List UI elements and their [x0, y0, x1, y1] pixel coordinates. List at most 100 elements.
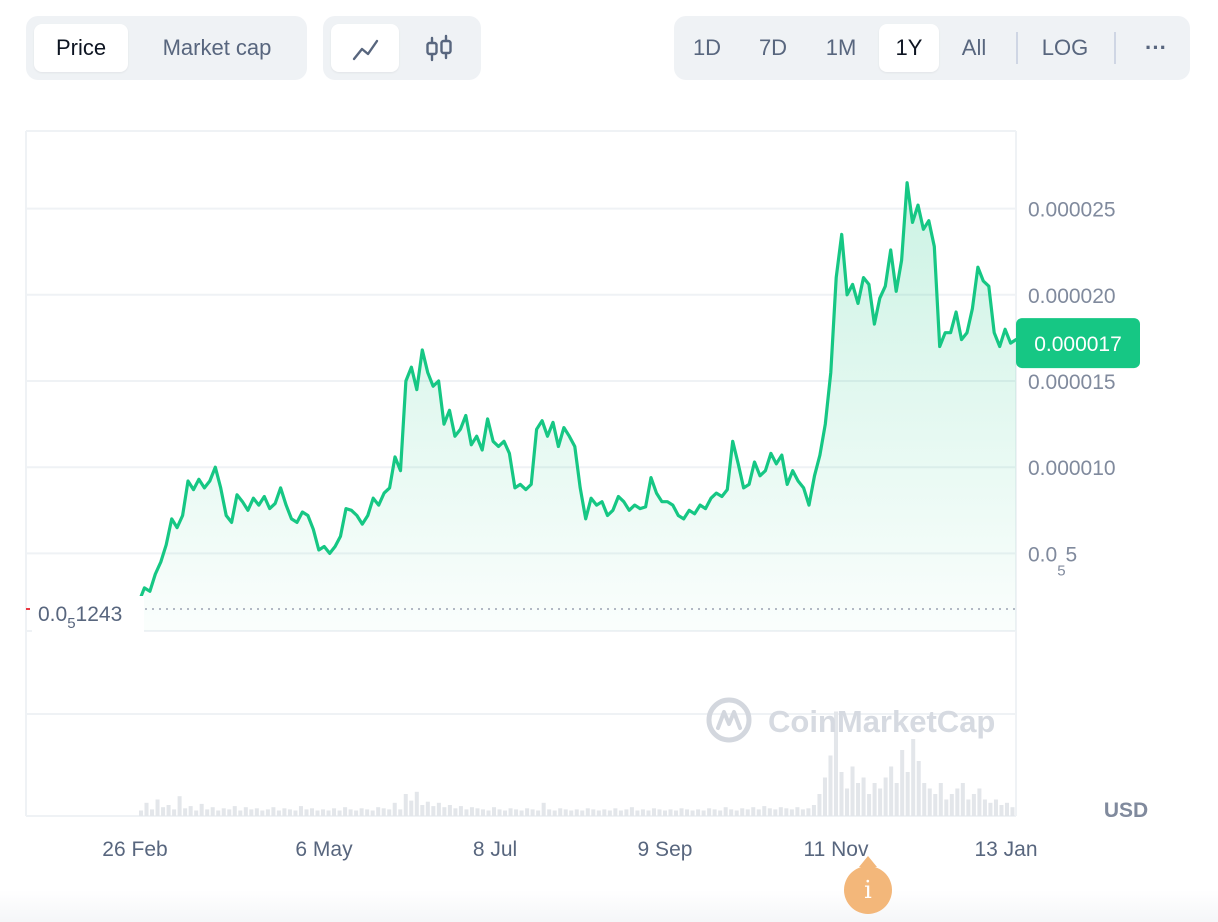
- y-tick-label: 0.000015: [1028, 371, 1116, 394]
- metric-tabs: Price Market cap: [26, 16, 307, 80]
- volume-bar: [585, 808, 590, 816]
- volume-bar: [800, 809, 805, 816]
- volume-bar: [232, 806, 237, 816]
- volume-bar: [773, 809, 778, 816]
- volume-bar: [282, 808, 287, 816]
- coinmarketcap-logo-icon: [706, 697, 752, 743]
- tab-market-cap[interactable]: Market cap: [162, 35, 272, 60]
- range-1m-button[interactable]: 1M: [825, 35, 857, 60]
- volume-bar: [155, 799, 160, 816]
- volume-bar: [387, 809, 392, 816]
- toolbar-divider: [1016, 32, 1018, 64]
- volume-bar: [139, 810, 144, 816]
- toolbar-divider: [1114, 32, 1116, 64]
- volume-bar: [332, 808, 337, 816]
- volume-bar: [210, 807, 215, 816]
- volume-bar: [475, 808, 480, 816]
- more-options-button[interactable]: ···: [1145, 35, 1167, 60]
- volume-bar: [591, 809, 596, 816]
- volume-bar: [420, 805, 425, 816]
- volume-bar: [662, 810, 668, 816]
- volume-bar: [464, 809, 469, 816]
- volume-bar: [519, 810, 524, 816]
- volume-bar: [376, 807, 381, 816]
- volume-bar: [966, 799, 971, 816]
- volume-bar: [398, 809, 403, 816]
- volume-bar: [574, 809, 579, 816]
- range-1y-button[interactable]: 1Y: [879, 24, 939, 72]
- volume-bar: [762, 806, 767, 816]
- volume-bar: [668, 809, 673, 816]
- start-price-label-bg: [32, 596, 144, 632]
- volume-bar: [144, 802, 149, 816]
- volume-bar: [442, 807, 447, 816]
- volume-bar: [414, 791, 419, 816]
- volume-bar: [497, 809, 502, 816]
- volume-bar: [287, 809, 292, 816]
- range-all-button[interactable]: All: [961, 35, 987, 60]
- volume-bar: [194, 810, 199, 816]
- volume-bar: [905, 772, 910, 816]
- volume-bar: [392, 802, 397, 816]
- range-1d-button[interactable]: 1D: [692, 35, 722, 60]
- volume-bar: [326, 810, 331, 816]
- range-selector: 1D 7D 1M 1Y All LOG ···: [674, 16, 1190, 80]
- volume-bar: [955, 788, 960, 816]
- volume-bar: [894, 783, 899, 816]
- price-line: [137, 181, 1018, 604]
- volume-bar: [596, 810, 601, 816]
- volume-bar: [216, 810, 221, 816]
- info-marker-button[interactable]: i: [844, 866, 892, 914]
- volume-bar: [558, 808, 563, 816]
- volume-bar: [337, 810, 342, 816]
- volume-bar: [729, 809, 734, 816]
- volume-bar: [508, 808, 513, 816]
- volume-bar: [188, 806, 193, 816]
- volume-bar: [453, 808, 458, 816]
- volume-bar: [850, 766, 855, 816]
- volume-bar: [221, 808, 226, 816]
- volume-bar: [767, 808, 772, 816]
- candlestick-button[interactable]: [405, 24, 473, 72]
- price-chart: CoinMarketCap 0.051243 0.055 0.000010 0.00…: [25, 130, 1148, 861]
- x-tick-label: 6 May: [295, 838, 353, 861]
- volume-bar: [254, 808, 259, 816]
- x-tick-label: 9 Sep: [638, 838, 693, 861]
- volume-bar: [403, 794, 408, 816]
- volume-bar: [734, 810, 739, 816]
- volume-bar: [685, 809, 690, 816]
- log-scale-button[interactable]: LOG: [1041, 35, 1089, 60]
- volume-bar: [988, 802, 993, 816]
- volume-bar: [927, 788, 932, 816]
- volume-bar: [469, 807, 474, 816]
- volume-bar: [243, 807, 248, 816]
- volume-bar: [635, 810, 640, 816]
- x-tick-label: 11 Nov: [804, 838, 869, 861]
- volume-bar: [993, 799, 998, 816]
- tab-price[interactable]: Price: [34, 24, 128, 72]
- volume-bar: [359, 808, 364, 816]
- volume-bar: [569, 810, 574, 816]
- volume-bar: [183, 808, 188, 816]
- volume-bars: [139, 711, 1015, 816]
- start-price-line: 0.051243: [26, 596, 1016, 632]
- volume-bar: [707, 808, 712, 816]
- line-chart-button[interactable]: [331, 24, 399, 72]
- volume-bar: [712, 809, 717, 816]
- volume-bar: [971, 794, 976, 816]
- volume-bar: [503, 810, 508, 816]
- volume-bar: [900, 750, 905, 816]
- volume-bar: [889, 766, 894, 816]
- volume-bar: [778, 807, 783, 816]
- volume-bar: [304, 809, 309, 816]
- volume-bar: [436, 802, 441, 816]
- x-axis: 26 Feb 6 May 8 Jul 9 Sep 11 Nov 13 Jan: [102, 838, 1037, 861]
- volume-bar: [867, 794, 872, 816]
- range-7d-button[interactable]: 7D: [758, 35, 788, 60]
- volume-bar: [878, 788, 883, 816]
- current-price-label: 0.000017: [1034, 333, 1122, 356]
- volume-bar: [811, 805, 816, 816]
- volume-bar: [271, 807, 276, 816]
- volume-bar: [365, 809, 370, 816]
- volume-bar: [370, 810, 375, 816]
